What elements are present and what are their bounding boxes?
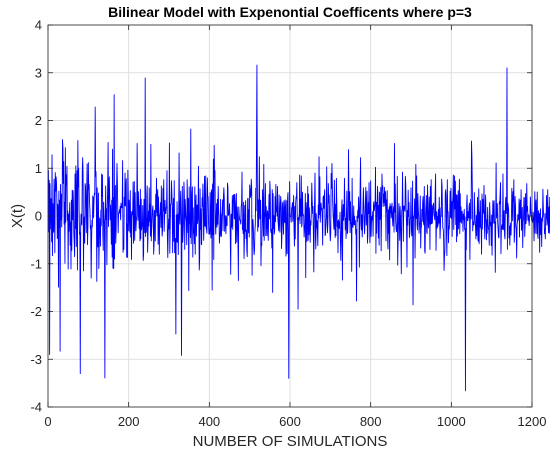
tick-labels: 0 200 400 600 800 1000 1200 -4 -3 -2 -1 0 1 2 3 4	[30, 18, 546, 430]
y-tick-label: -4	[30, 400, 42, 415]
y-axis-title: X(t)	[9, 204, 26, 228]
axes-box	[47, 24, 533, 408]
y-tick-label: 0	[35, 209, 42, 224]
y-tick-label: 4	[35, 18, 42, 33]
x-tick-label: 200	[118, 414, 140, 429]
y-tick-label: 1	[35, 161, 42, 176]
y-tick-label: -2	[30, 304, 42, 319]
x-axis-title: NUMBER OF SIMULATIONS	[193, 433, 388, 450]
y-tick-label: 2	[35, 113, 42, 128]
x-tick-label: 600	[279, 414, 301, 429]
x-tick-label: 0	[44, 414, 51, 429]
series-line-1	[47, 64, 550, 392]
x-tick-label: 400	[198, 414, 220, 429]
y-tick-label: -1	[30, 256, 42, 271]
y-tick-label: -3	[30, 352, 42, 367]
chart-title: Bilinear Model with Expenontial Coeffice…	[108, 4, 472, 20]
x-tick-label: 1000	[437, 414, 466, 429]
series-layer	[47, 64, 550, 392]
x-tick-label: 1200	[518, 414, 547, 429]
x-tick-label: 800	[360, 414, 382, 429]
y-tick-label: 3	[35, 65, 42, 80]
